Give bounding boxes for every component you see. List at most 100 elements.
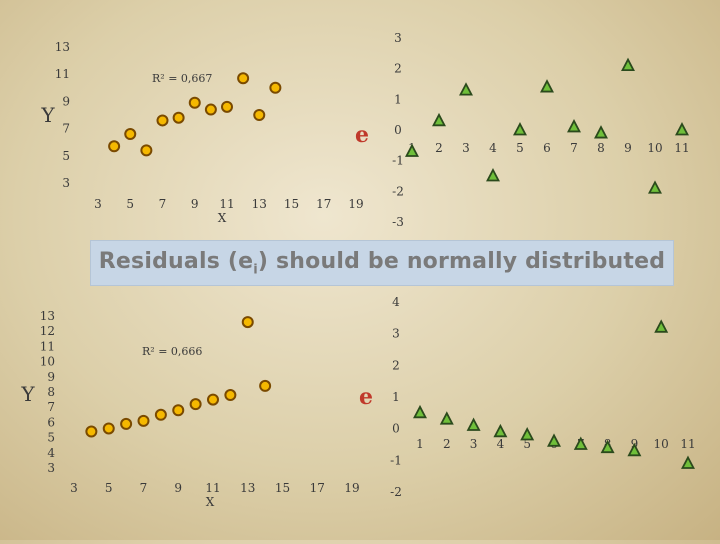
- chart4-x-tick: 3: [470, 437, 478, 451]
- chart3-point: [259, 379, 272, 392]
- chart3-point: [120, 417, 133, 430]
- chart4-residual-point: [600, 439, 615, 454]
- chart1-point: [269, 81, 282, 94]
- chart4-residual-point: [627, 442, 642, 457]
- chart1-x-tick: 3: [94, 197, 102, 211]
- chart3-y-tick: 3: [47, 461, 55, 475]
- chart4-y-tick: 3: [392, 327, 400, 341]
- chart1-point: [156, 114, 169, 127]
- chart4-y-tick: 1: [392, 390, 400, 404]
- chart2-y-tick: 0: [394, 123, 402, 137]
- chart3-point: [102, 422, 115, 435]
- chart2-y-tick: -1: [392, 154, 404, 168]
- chart4-y-tick: 0: [392, 422, 400, 436]
- chart3-x-tick: 9: [174, 481, 182, 495]
- chart4-x-tick: 11: [680, 437, 695, 451]
- chart2-y-tick: 3: [394, 31, 402, 45]
- chart2-x-tick: 5: [516, 141, 524, 155]
- chart1-y-tick: 5: [62, 149, 70, 163]
- chart4-residual-point: [439, 411, 454, 425]
- chart3-point: [207, 393, 219, 406]
- chart2-residual-point: [540, 79, 554, 93]
- chart2-residual-point: [594, 125, 608, 139]
- chart4-y-tick: 2: [392, 358, 400, 372]
- chart3-y-axis-label: Y: [20, 382, 35, 406]
- chart1-x-tick: 7: [159, 197, 167, 211]
- chart2-x-tick: 7: [570, 141, 578, 155]
- chart1-point: [237, 72, 250, 85]
- chart3-y-tick: 6: [47, 415, 55, 429]
- title-banner: Residuals (ei) should be normally distri…: [90, 240, 674, 286]
- chart2-residual-point: [513, 122, 527, 136]
- chart1-x-tick: 5: [126, 197, 134, 211]
- chart4-x-tick: 4: [497, 437, 505, 451]
- chart4-x-tick: 1: [416, 437, 424, 451]
- chart1-x-tick: 13: [252, 197, 267, 211]
- chart4-y-axis-label: e: [359, 384, 373, 410]
- chart3-y-tick: 12: [40, 324, 55, 338]
- chart2-y-tick: -2: [392, 184, 404, 198]
- chart4-y-tick: 4: [392, 295, 400, 309]
- chart2-residual-point: [459, 82, 473, 96]
- chart2-residual-point: [486, 168, 500, 182]
- chart4-y-tick: -2: [390, 485, 402, 499]
- chart2-residual-point: [648, 180, 662, 194]
- chart3-x-tick: 5: [105, 481, 113, 495]
- chart2-y-axis-label: e: [355, 122, 369, 148]
- chart3-point: [137, 414, 150, 427]
- chart2-x-tick: 10: [647, 141, 662, 155]
- chart1-x-axis-label: X: [218, 211, 227, 225]
- chart2-x-tick: 3: [462, 141, 470, 155]
- chart3-x-tick: 7: [140, 481, 148, 495]
- chart2-y-tick: 2: [394, 62, 402, 76]
- chart1-point: [140, 144, 153, 157]
- title-text: Residuals (ei) should be normally distri…: [98, 248, 666, 278]
- chart2-y-tick: -3: [392, 215, 404, 229]
- chart3-y-tick: 5: [47, 431, 55, 445]
- chart3-y-tick: 4: [47, 446, 55, 460]
- chart4-residual-point: [520, 427, 535, 441]
- chart3-x-tick: 15: [275, 481, 290, 495]
- chart4-residual-point: [493, 423, 508, 438]
- chart3-point: [154, 408, 167, 421]
- chart1-point: [124, 128, 137, 141]
- chart3-x-tick: 13: [240, 481, 255, 495]
- chart2-residual-point: [432, 112, 446, 127]
- chart4-residual-point: [466, 417, 481, 431]
- chart2-residual-point: [405, 143, 419, 157]
- chart1-y-tick: 9: [62, 94, 70, 108]
- chart1-y-axis-label: Y: [40, 103, 55, 127]
- chart2-residual-point: [567, 118, 581, 133]
- chart3-point: [224, 389, 237, 402]
- chart3-x-tick: 19: [344, 481, 359, 495]
- chart3-point: [241, 316, 254, 329]
- chart2-x-tick: 6: [543, 141, 551, 155]
- chart4-y-tick: -1: [390, 453, 402, 467]
- chart3-y-tick: 10: [40, 355, 55, 369]
- chart1-point: [188, 96, 201, 109]
- chart1-y-tick: 7: [62, 122, 70, 136]
- chart1-y-tick: 13: [55, 40, 70, 54]
- chart2-x-tick: 8: [597, 141, 605, 155]
- chart3-point: [85, 425, 98, 438]
- chart1-point: [172, 111, 185, 124]
- chart1-point: [204, 103, 217, 116]
- chart3-x-tick: 11: [205, 481, 220, 495]
- chart3-point: [189, 398, 202, 411]
- chart2-x-tick: 4: [489, 141, 497, 155]
- chart4-x-tick: 10: [654, 437, 669, 451]
- chart2-residual-point: [675, 122, 689, 136]
- chart4-residual-point: [547, 433, 561, 447]
- chart1-x-tick: 17: [316, 197, 331, 211]
- chart1-point: [253, 109, 266, 121]
- chart4-residual-point: [573, 436, 588, 450]
- chart2-x-tick: 9: [624, 141, 632, 155]
- chart3-point: [172, 404, 185, 417]
- chart4-residual-point: [413, 404, 427, 419]
- chart3-r-squared: R² = 0,666: [142, 345, 202, 358]
- chart1-r-squared: R² = 0,667: [152, 72, 212, 85]
- chart1-y-tick: 3: [62, 176, 70, 190]
- chart3-y-tick: 13: [40, 309, 55, 323]
